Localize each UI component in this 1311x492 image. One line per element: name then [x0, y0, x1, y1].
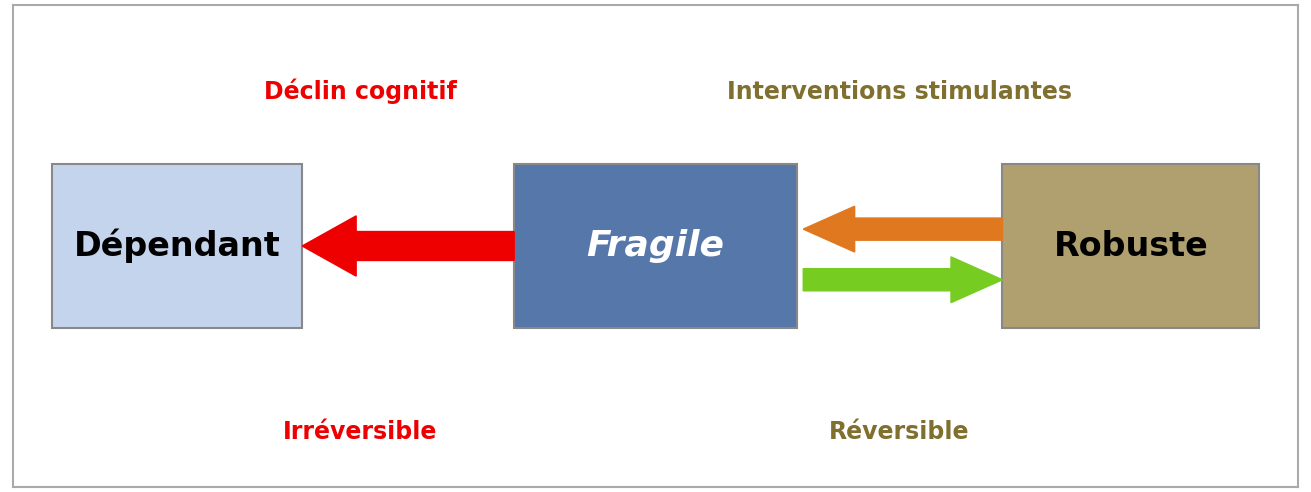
- Text: Interventions stimulantes: Interventions stimulantes: [728, 80, 1072, 104]
- Text: Réversible: Réversible: [830, 420, 970, 444]
- Text: Fragile: Fragile: [586, 229, 725, 263]
- Text: Déclin cognitif: Déclin cognitif: [264, 79, 456, 104]
- Text: Irréversible: Irréversible: [283, 420, 437, 444]
- FancyArrow shape: [804, 206, 1003, 252]
- FancyArrow shape: [303, 216, 514, 276]
- FancyArrow shape: [804, 257, 1003, 303]
- FancyBboxPatch shape: [1003, 164, 1260, 328]
- FancyBboxPatch shape: [514, 164, 797, 328]
- FancyBboxPatch shape: [51, 164, 303, 328]
- Text: Robuste: Robuste: [1054, 229, 1209, 263]
- Text: Dépendant: Dépendant: [73, 229, 281, 263]
